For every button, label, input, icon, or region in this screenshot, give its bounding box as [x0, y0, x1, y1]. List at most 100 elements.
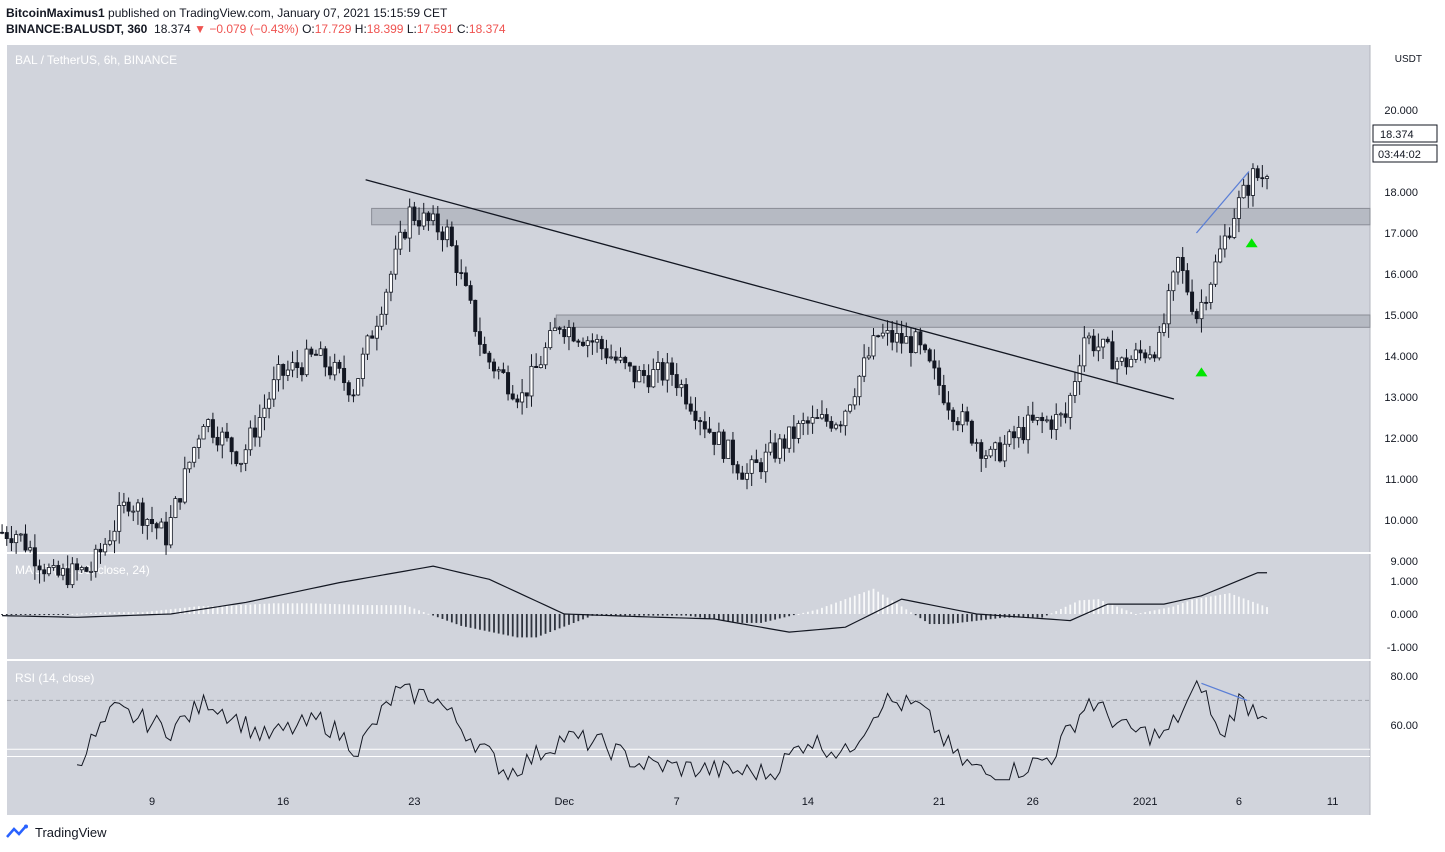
- macd-histogram-bar: [141, 612, 144, 614]
- candle-body: [210, 419, 215, 438]
- resistance-zone[interactable]: [555, 314, 1371, 328]
- countdown-tag: [1372, 144, 1438, 163]
- footer-brand[interactable]: TradingView: [6, 824, 107, 840]
- rsi-line[interactable]: [76, 679, 1268, 781]
- candle-body: [754, 459, 759, 464]
- candle-body: [1176, 257, 1181, 273]
- macd-histogram-bar: [1177, 604, 1179, 614]
- candle-body: [23, 533, 28, 551]
- candle-body: [1138, 349, 1143, 354]
- last-price-label: 18.374: [1380, 129, 1414, 141]
- macd-histogram-bar: [1031, 614, 1034, 618]
- rsi-pane-bg[interactable]: [7, 661, 1370, 756]
- macd-histogram-bar: [357, 604, 360, 614]
- macd-histogram-bar: [1252, 601, 1254, 614]
- candle-body: [1157, 331, 1162, 359]
- candle-body: [721, 431, 726, 459]
- candle-body: [370, 335, 375, 339]
- candle-body: [220, 431, 225, 446]
- macd-histogram-bar: [924, 614, 926, 622]
- candle-body: [201, 426, 206, 440]
- candle-body: [1096, 346, 1101, 352]
- macd-histogram-bar: [333, 604, 336, 614]
- price-tick-label: 12.000: [1384, 433, 1418, 445]
- macd-histogram-bar: [310, 603, 313, 614]
- author-name[interactable]: BitcoinMaximus1: [6, 6, 105, 20]
- price-scale-bg[interactable]: [1370, 45, 1440, 815]
- macd-histogram-bar: [549, 614, 552, 632]
- candle-body: [1227, 235, 1232, 238]
- candle-body: [623, 356, 628, 364]
- macd-histogram-bar: [792, 614, 795, 616]
- macd-histogram-bar: [802, 612, 805, 614]
- main-pane-bg[interactable]: [7, 45, 1370, 552]
- candle-body: [543, 347, 548, 366]
- macd-histogram-bar: [666, 614, 669, 616]
- macd-histogram-bar: [404, 605, 406, 614]
- macd-histogram-bar: [521, 614, 524, 638]
- macd-histogram-bar: [628, 614, 631, 616]
- candle-body: [1030, 414, 1035, 421]
- macd-line[interactable]: [2, 565, 1268, 633]
- macd-histogram-bar: [352, 604, 355, 614]
- candle-body: [829, 420, 834, 429]
- candle-body: [276, 364, 281, 381]
- candle-body: [234, 451, 239, 465]
- macd-histogram-bar: [746, 614, 748, 623]
- x-axis-bg[interactable]: [7, 757, 1370, 815]
- macd-histogram-bar: [1228, 593, 1231, 614]
- macd-histogram-bar: [436, 614, 439, 618]
- descending-trendline[interactable]: [365, 179, 1175, 400]
- x-tick-label: 2021: [1133, 796, 1157, 808]
- macd-histogram-bar: [249, 604, 252, 614]
- macd-histogram-bar: [1209, 596, 1212, 614]
- candle-body: [773, 442, 778, 459]
- candle-body: [969, 420, 974, 444]
- rsi-divergence-line[interactable]: [1201, 682, 1248, 702]
- macd-histogram-bar: [732, 614, 734, 622]
- macd-histogram-bar: [694, 614, 697, 617]
- macd-histogram-bar: [1172, 606, 1175, 614]
- macd-histogram-bar: [717, 614, 720, 620]
- chart-area[interactable]: BAL / TetherUS, 6h, BINANCE MACD (21, 50…: [0, 43, 1445, 818]
- symbol-info-line: BINANCE:BALUSDT, 360 18.374 ▼ −0.079 (−0…: [6, 22, 506, 36]
- close-label: C:: [456, 22, 469, 36]
- macd-histogram-bar: [10, 614, 13, 615]
- macd-histogram-bar: [1116, 606, 1119, 614]
- candle-body: [1124, 357, 1129, 368]
- macd-histogram-bar: [1017, 614, 1020, 618]
- candle-body: [463, 272, 468, 286]
- macd-histogram-bar: [961, 614, 964, 623]
- candle-body: [613, 356, 618, 361]
- macd-histogram-bar: [872, 588, 875, 614]
- macd-histogram-bar: [1256, 603, 1259, 614]
- macd-histogram-bar: [390, 605, 392, 614]
- candle-body: [496, 369, 501, 372]
- candle-body: [426, 212, 431, 222]
- macd-histogram-bar: [507, 614, 509, 636]
- candle-body: [14, 534, 19, 544]
- chart-svg[interactable]: BAL / TetherUS, 6h, BINANCE MACD (21, 50…: [0, 43, 1445, 818]
- candle-body: [787, 426, 792, 449]
- macd-histogram-bar: [455, 614, 458, 625]
- candle-body: [178, 498, 183, 503]
- candle-body: [852, 396, 857, 406]
- macd-histogram-bar: [535, 614, 538, 638]
- low-value: 17.591: [416, 22, 454, 36]
- candle-body: [229, 437, 234, 453]
- macd-histogram-bar: [980, 614, 983, 621]
- candle-body: [1087, 335, 1092, 339]
- candle-body: [988, 448, 993, 457]
- x-tick-label: 11: [1327, 796, 1338, 808]
- candle-body: [290, 362, 295, 371]
- macd-pane-bg[interactable]: [7, 554, 1370, 659]
- price-divergence-line[interactable]: [1195, 171, 1250, 234]
- macd-histogram-bar: [638, 614, 641, 616]
- resistance-zone[interactable]: [371, 207, 1371, 226]
- price-tick-label: 10.000: [1384, 515, 1418, 527]
- candle-body: [595, 339, 600, 343]
- candle-body: [1236, 197, 1241, 219]
- candle-body: [932, 360, 937, 369]
- candle-body: [435, 213, 440, 233]
- macd-histogram-bar: [33, 614, 36, 616]
